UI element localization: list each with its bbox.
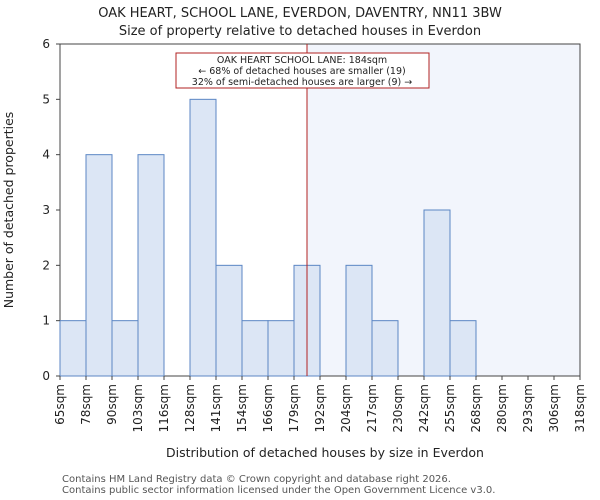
footer-copyright: Contains HM Land Registry data © Crown c… — [62, 474, 451, 485]
x-tick-label: 116sqm — [157, 384, 171, 432]
footer-licence: Contains public sector information licen… — [62, 485, 496, 496]
annotation-line-2: ← 68% of detached houses are smaller (19… — [198, 66, 405, 77]
annotation-box: OAK HEART SCHOOL LANE: 184sqm ← 68% of d… — [175, 52, 430, 89]
x-tick-label: 90sqm — [105, 384, 119, 425]
annotation-line-3: 32% of semi-detached houses are larger (… — [192, 77, 412, 88]
x-tick-label: 217sqm — [365, 384, 379, 432]
x-tick-label: 78sqm — [79, 384, 93, 425]
x-tick-label: 255sqm — [443, 384, 457, 432]
plot-area: 0 1 2 3 4 5 6 65sqm 78sqm 90sqm 103sqm 116sqm 128sqm… — [42, 37, 587, 432]
y-tick-label: 6 — [42, 37, 50, 51]
x-tick-label: 192sqm — [313, 384, 327, 432]
bar-217sqm — [371, 320, 399, 377]
y-axis-label: Number of detached properties — [1, 112, 16, 309]
x-tick-label: 128sqm — [183, 384, 197, 432]
x-tick-label: 280sqm — [495, 384, 509, 432]
x-tick-label: 318sqm — [573, 384, 587, 432]
y-tick-label: 5 — [42, 92, 50, 106]
x-tick-label: 293sqm — [521, 384, 535, 432]
annotation-line-1: OAK HEART SCHOOL LANE: 184sqm — [217, 55, 387, 66]
bar-141sqm — [215, 264, 243, 377]
bar-166sqm — [267, 320, 295, 377]
x-tick-label: 141sqm — [209, 384, 223, 432]
bar-204sqm — [345, 264, 373, 377]
x-tick-label: 268sqm — [469, 384, 483, 432]
x-axis-label: Distribution of detached houses by size … — [166, 445, 484, 460]
bar-128sqm — [189, 98, 217, 377]
x-tick-label: 179sqm — [287, 384, 301, 432]
x-tick-label: 166sqm — [261, 384, 275, 432]
x-tick-label: 230sqm — [391, 384, 405, 432]
bar-65sqm — [59, 320, 87, 377]
bar-255sqm — [449, 320, 477, 377]
y-tick-label: 1 — [42, 314, 50, 328]
y-tick-label: 4 — [42, 148, 50, 162]
chart-title: OAK HEART, SCHOOL LANE, EVERDON, DAVENTR… — [98, 6, 502, 21]
x-tick-label: 306sqm — [547, 384, 561, 432]
chart-subtitle: Size of property relative to detached ho… — [119, 24, 481, 39]
y-tick-label: 2 — [42, 258, 50, 272]
x-tick-label: 103sqm — [131, 384, 145, 432]
bar-242sqm — [423, 209, 451, 377]
bar-154sqm — [241, 320, 269, 377]
y-tick-label: 3 — [42, 203, 50, 217]
annotation-border — [175, 52, 430, 89]
x-tick-label: 242sqm — [417, 384, 431, 432]
x-tick-label: 204sqm — [339, 384, 353, 432]
bar-90sqm — [111, 320, 139, 377]
bar-78sqm — [85, 154, 113, 377]
y-tick-label: 0 — [42, 369, 50, 383]
bar-103sqm — [137, 154, 165, 377]
x-tick-label: 65sqm — [53, 384, 67, 425]
x-tick-label: 154sqm — [235, 384, 249, 432]
